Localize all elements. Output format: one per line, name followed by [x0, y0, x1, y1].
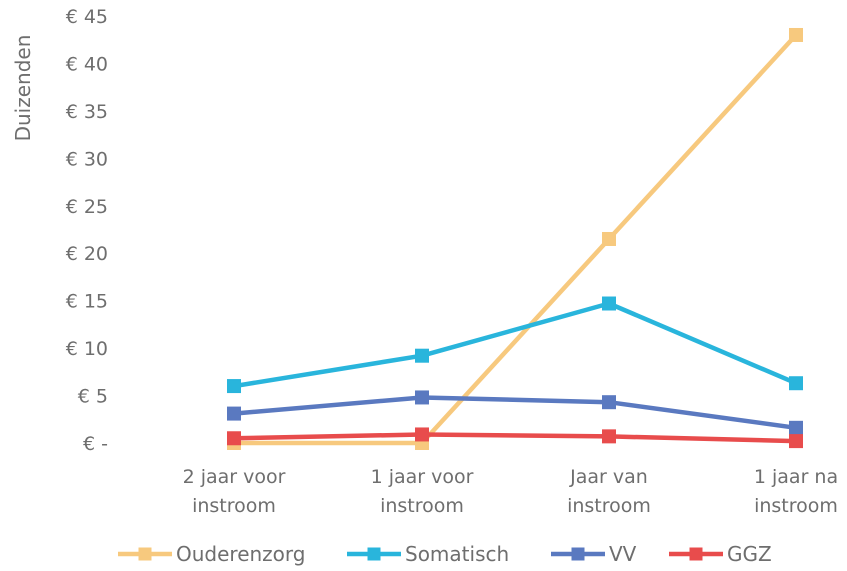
legend-swatch-marker — [367, 547, 381, 561]
data-point — [789, 434, 803, 449]
data-point — [789, 27, 803, 42]
legend-label: VV — [609, 542, 637, 566]
data-point — [789, 376, 803, 391]
data-point — [227, 406, 241, 421]
y-axis-title: Duizenden — [11, 35, 35, 142]
y-tick-label: € 15 — [66, 291, 108, 313]
y-tick-label: € 10 — [66, 338, 108, 360]
series-line — [231, 432, 799, 444]
legend-item-ouderenzorg: Ouderenzorg — [118, 542, 305, 566]
legend-swatch-marker — [689, 547, 703, 561]
series-ouderenzorg — [227, 27, 803, 450]
data-point — [602, 429, 616, 444]
series-somatisch — [227, 296, 803, 394]
x-tick-label: 1 jaar na — [754, 466, 838, 488]
legend-item-vv: VV — [551, 542, 637, 566]
y-tick-label: € 5 — [78, 386, 108, 408]
x-tick-label: instroom — [567, 495, 651, 517]
y-tick-label: € 45 — [66, 6, 108, 28]
x-tick-label: 1 jaar voor — [371, 466, 474, 488]
data-point — [415, 427, 429, 442]
legend: Ouderenzorg Somatisch VV GGZ — [118, 542, 772, 566]
series-ggz — [227, 427, 803, 449]
y-tick-label: € 25 — [66, 196, 108, 218]
y-tick-label: € 20 — [66, 243, 108, 265]
series-vv — [227, 390, 803, 435]
data-point — [789, 420, 803, 435]
y-tick-label: € - — [83, 433, 108, 455]
legend-label: Ouderenzorg — [176, 542, 305, 566]
data-point — [602, 296, 616, 311]
x-tick-label: instroom — [192, 495, 276, 517]
data-point — [227, 431, 241, 446]
series-layer — [227, 27, 803, 450]
legend-swatch-marker — [138, 547, 152, 561]
y-axis-title-group: Duizenden — [11, 35, 35, 142]
x-tick-label: Jaar van — [569, 466, 648, 488]
legend-item-somatisch: Somatisch — [347, 542, 509, 566]
x-tick-label: instroom — [754, 495, 838, 517]
y-tick-label: € 35 — [66, 101, 108, 123]
data-point — [227, 379, 241, 394]
data-point — [602, 395, 616, 410]
data-point — [415, 390, 429, 405]
legend-label: GGZ — [727, 542, 772, 566]
series-line — [231, 395, 799, 431]
series-line — [231, 32, 799, 446]
series-line — [231, 301, 799, 389]
legend-swatch-marker — [571, 547, 585, 561]
x-tick-labels: 2 jaar voor instroom 1 jaar voor instroom Ja… — [183, 466, 839, 517]
data-point — [602, 231, 616, 246]
data-point — [415, 348, 429, 363]
x-tick-label: instroom — [380, 495, 464, 517]
x-tick-label: 2 jaar voor — [183, 466, 286, 488]
y-tick-labels: € - € 5 € 10 € 15 € 20 € 25 € 30 € 35 € 40 € 45 — [66, 6, 108, 455]
y-tick-label: € 30 — [66, 148, 108, 170]
legend-item-ggz: GGZ — [669, 542, 772, 566]
legend-label: Somatisch — [405, 542, 509, 566]
y-tick-label: € 40 — [66, 53, 108, 75]
